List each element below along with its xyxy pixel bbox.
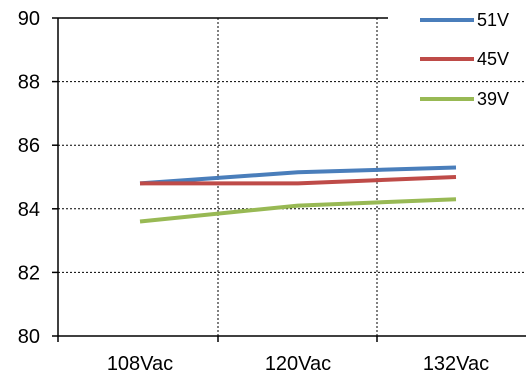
x-tick-label: 108Vac: [107, 353, 173, 375]
series-line-51V: [139, 165, 457, 186]
x-tick-label: 120Vac: [265, 353, 331, 375]
x-axis-ticks: 108Vac 120Vac 132Vac: [107, 353, 489, 375]
y-tick-label: 80: [18, 326, 40, 348]
legend-label: 45V: [477, 49, 509, 69]
series-line-45V: [140, 175, 457, 186]
y-tick-label: 86: [18, 135, 40, 157]
y-tick-label: 88: [18, 72, 40, 94]
legend-label: 51V: [477, 10, 509, 30]
legend: 51V 45V 39V: [410, 10, 526, 111]
legend-label: 39V: [477, 89, 509, 109]
y-tick-label: 84: [18, 199, 40, 221]
y-tick-label: 90: [18, 8, 40, 30]
x-tick-label: 132Vac: [423, 353, 489, 375]
y-axis-ticks: 80 82 84 86 88 90: [18, 8, 40, 348]
series-line-39V: [139, 197, 457, 224]
gridlines: [58, 18, 526, 336]
y-tick-label: 82: [18, 262, 40, 284]
axes: [52, 17, 526, 342]
series-lines: [139, 165, 457, 224]
